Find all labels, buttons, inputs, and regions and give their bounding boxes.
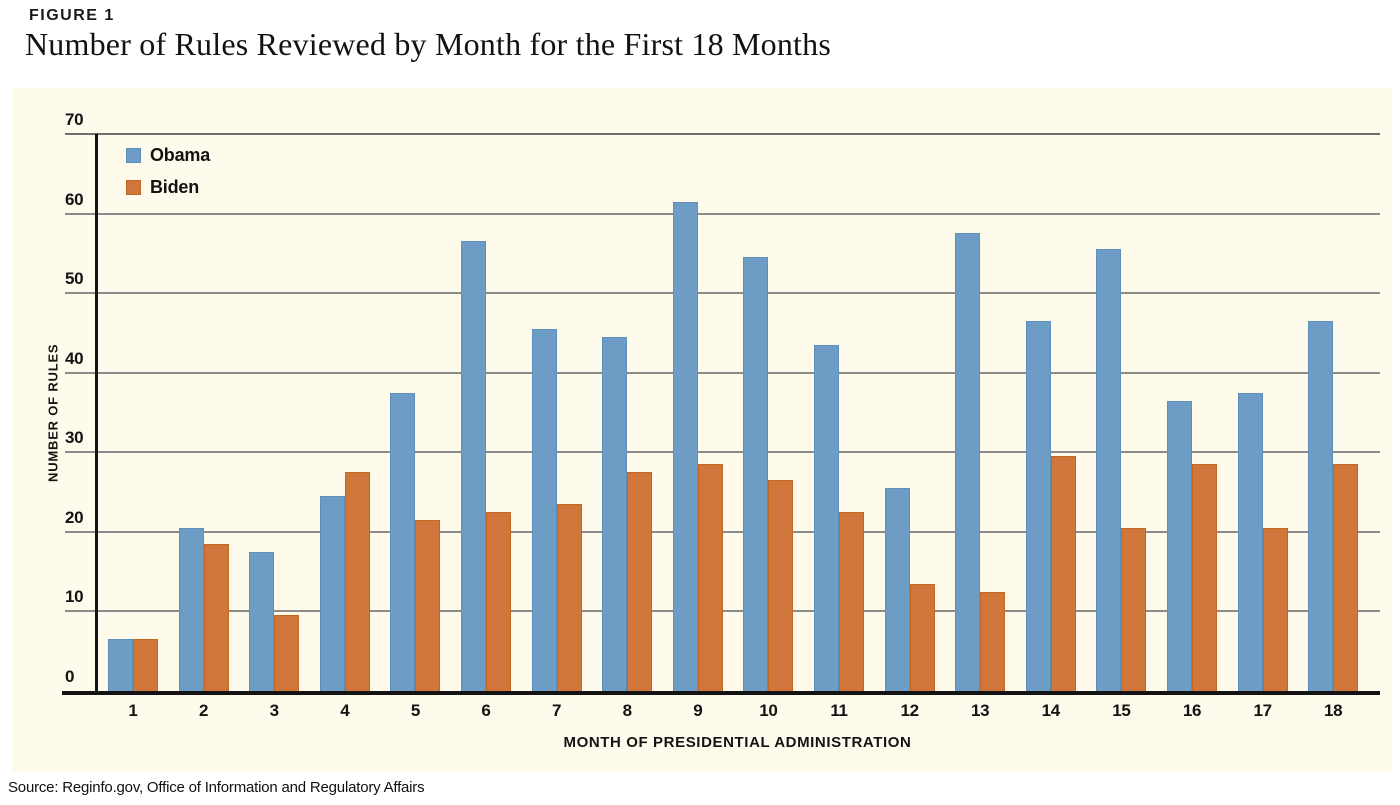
legend-label-biden: Biden: [150, 177, 200, 197]
legend-item-biden: Biden: [126, 177, 210, 198]
y-tick-label-50: 50: [65, 269, 84, 289]
x-tick-label-6: 6: [481, 701, 491, 720]
page-title: Number of Rules Reviewed by Month for th…: [25, 26, 831, 62]
x-axis-line: [62, 691, 1380, 695]
gridline-40: [65, 371, 1380, 374]
x-tick-label-9: 9: [693, 701, 703, 720]
bar-obama-month-12: [884, 488, 910, 691]
bar-biden-month-8: [627, 472, 653, 691]
y-tick-label-0: 0: [65, 667, 75, 686]
y-tick-label-10: 10: [65, 587, 84, 607]
legend: Obama Biden: [126, 145, 210, 209]
x-tick-label-18: 18: [1324, 701, 1343, 720]
gridline-50: [65, 292, 1380, 295]
bar-biden-month-3: [274, 615, 300, 691]
bar-biden-month-17: [1262, 527, 1288, 691]
bar-biden-month-14: [1050, 456, 1076, 691]
bar-biden-month-6: [486, 511, 511, 691]
x-tick-label-16: 16: [1182, 701, 1202, 720]
legend-label-obama: Obama: [150, 145, 211, 165]
bar-obama-month-9: [672, 201, 698, 691]
bar-obama-month-10: [743, 257, 769, 691]
bar-biden-month-15: [1121, 527, 1147, 691]
bar-biden-month-16: [1192, 464, 1217, 691]
y-tick-label-40: 40: [65, 348, 84, 368]
y-tick-label-70: 70: [65, 110, 84, 129]
x-tick-label-3: 3: [269, 701, 279, 720]
y-tick-label-20: 20: [65, 507, 84, 527]
biden-series-swatch: [126, 180, 141, 195]
gridline-60: [65, 212, 1380, 215]
chart-panel: NUMBER OF RULES Obama Biden MONTH OF PRE…: [12, 88, 1392, 772]
bar-obama-month-2: [178, 527, 204, 691]
bar-biden-month-5: [415, 519, 441, 691]
bar-biden-month-13: [980, 591, 1006, 691]
x-tick-label-15: 15: [1112, 701, 1131, 720]
bar-biden-month-1: [133, 639, 158, 691]
gridline-70: [65, 133, 1380, 135]
bar-obama-month-4: [319, 496, 345, 691]
bar-biden-month-2: [203, 543, 229, 691]
bar-biden-month-4: [344, 472, 370, 691]
bar-obama-month-18: [1308, 320, 1334, 691]
source-note: Source: Reginfo.gov, Office of Informati…: [8, 779, 425, 796]
x-tick-label-11: 11: [830, 701, 848, 720]
x-tick-label-12: 12: [900, 701, 919, 720]
bar-obama-month-1: [108, 639, 133, 691]
bar-obama-month-5: [390, 392, 416, 691]
bar-obama-month-15: [1096, 249, 1122, 691]
bar-obama-month-17: [1237, 392, 1263, 691]
bar-obama-month-16: [1167, 400, 1192, 691]
bar-obama-month-6: [461, 241, 486, 691]
y-tick-label-60: 60: [65, 189, 84, 209]
x-tick-label-7: 7: [552, 701, 562, 720]
x-tick-label-10: 10: [759, 701, 778, 720]
bar-biden-month-18: [1333, 464, 1359, 691]
x-tick-label-8: 8: [622, 701, 632, 720]
x-axis-title: MONTH OF PRESIDENTIAL ADMINISTRATION: [563, 734, 912, 751]
y-axis-line: [95, 134, 98, 695]
bar-biden-month-11: [839, 511, 864, 691]
obama-series-swatch: [126, 148, 141, 163]
legend-item-obama: Obama: [126, 145, 210, 166]
bar-obama-month-11: [814, 344, 839, 691]
bar-biden-month-7: [556, 504, 582, 691]
x-tick-label-13: 13: [971, 701, 990, 720]
bar-obama-month-8: [602, 336, 628, 691]
bar-biden-month-10: [768, 480, 794, 691]
x-tick-label-17: 17: [1253, 701, 1272, 720]
bar-biden-month-9: [697, 464, 723, 691]
y-tick-label-30: 30: [65, 428, 84, 448]
bar-obama-month-7: [531, 328, 557, 691]
bar-obama-month-13: [955, 233, 981, 691]
bar-biden-month-12: [909, 583, 935, 691]
x-tick-label-4: 4: [340, 701, 350, 720]
gridline-30: [65, 451, 1380, 454]
x-tick-label-14: 14: [1041, 701, 1061, 720]
x-tick-label-5: 5: [410, 701, 420, 720]
x-tick-label-2: 2: [199, 701, 209, 720]
figure-label: FIGURE 1: [29, 7, 115, 24]
bar-obama-month-3: [249, 551, 275, 691]
x-tick-label-1: 1: [128, 701, 138, 720]
y-axis-title: NUMBER OF RULES: [45, 343, 61, 482]
bar-obama-month-14: [1025, 320, 1051, 691]
